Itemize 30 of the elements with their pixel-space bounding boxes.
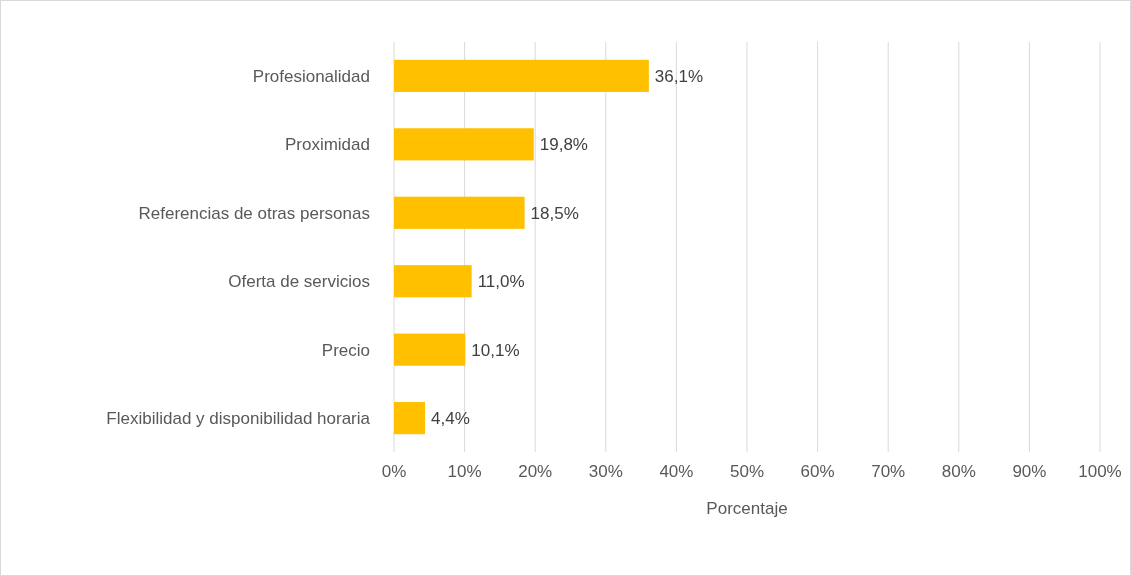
data-label: 19,8%: [539, 135, 588, 155]
x-tick-label: 80%: [941, 462, 976, 481]
bar: [394, 333, 466, 366]
x-tick-label: 50%: [729, 462, 765, 481]
y-tick-label: Oferta de servicios: [228, 272, 370, 292]
bar: [394, 196, 525, 229]
x-tick-label: 90%: [1012, 462, 1047, 481]
x-tick-label: 70%: [871, 462, 906, 481]
data-label: 10,1%: [471, 340, 520, 360]
data-label: 4,4%: [431, 409, 470, 429]
x-tick-label: 100%: [1078, 462, 1122, 481]
y-tick-label: Profesionalidad: [252, 66, 370, 86]
bar: [394, 265, 472, 298]
x-tick-label: 0%: [381, 462, 407, 481]
data-label: 11,0%: [477, 272, 525, 292]
data-label: 36,1%: [654, 66, 704, 86]
x-axis-title: Porcentaje: [706, 499, 788, 518]
x-tick-label: 30%: [588, 462, 623, 481]
x-tick-label: 40%: [659, 462, 694, 481]
x-tick-label: 20%: [518, 462, 553, 481]
y-tick-label: Referencias de otras personas: [138, 203, 370, 223]
y-tick-label: Proximidad: [284, 135, 370, 155]
bar: [394, 128, 534, 161]
x-tick-label: 60%: [800, 462, 835, 481]
bar: [394, 59, 649, 92]
bar: [394, 402, 426, 435]
y-tick-label: Flexibilidad y disponibilidad horaria: [106, 409, 371, 429]
y-tick-label: Precio: [321, 340, 370, 360]
data-label: 18,5%: [530, 203, 579, 223]
x-tick-label: 10%: [447, 462, 482, 481]
